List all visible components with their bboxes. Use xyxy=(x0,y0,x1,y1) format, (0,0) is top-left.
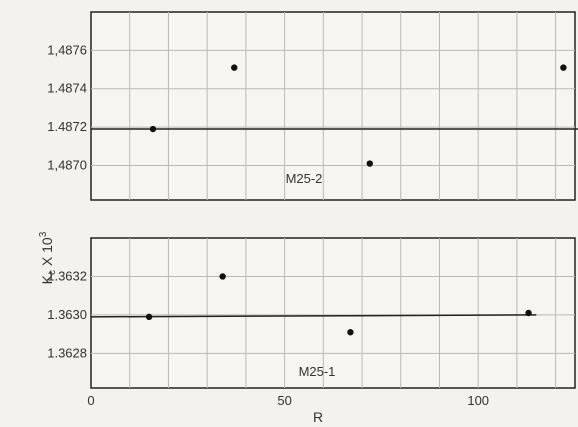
data-point xyxy=(149,125,157,133)
panel-frame xyxy=(90,237,576,389)
data-point xyxy=(347,329,354,336)
y-tick-label: 1.3630 xyxy=(47,307,87,322)
fit-line xyxy=(90,314,537,318)
data-point xyxy=(145,313,153,321)
x-tick-label: 100 xyxy=(467,393,489,408)
y-tick-label: 1.3628 xyxy=(47,345,87,360)
y-tick-label: 1.3632 xyxy=(47,268,87,283)
y-tick-label: 1.4874 xyxy=(47,81,87,96)
y-tick-label: 1,4876 xyxy=(47,42,87,57)
data-point xyxy=(560,64,567,71)
data-point xyxy=(525,309,532,317)
x-tick-label: 50 xyxy=(277,393,291,408)
panel-m25-2: 1,4870 1.4872 1.4874 1,4876 M25-2 xyxy=(47,11,578,201)
y-axis-label: Kc X 103 xyxy=(38,231,58,284)
x-axis: 0 50 100 xyxy=(87,393,489,408)
y-tick-label: 1,4870 xyxy=(47,157,87,172)
y-tick-label: 1.4872 xyxy=(47,119,87,134)
data-point xyxy=(219,273,226,280)
data-point xyxy=(366,160,373,167)
panel-m25-1: 1.3628 1.3630 1.3632 M25-1 xyxy=(47,237,576,389)
panel-frame xyxy=(90,11,576,201)
panel-label: M25-2 xyxy=(286,171,323,186)
x-axis-label: R xyxy=(313,409,323,425)
panel-label: M25-1 xyxy=(299,364,336,379)
data-point xyxy=(231,64,238,71)
x-tick-label: 0 xyxy=(87,393,94,408)
